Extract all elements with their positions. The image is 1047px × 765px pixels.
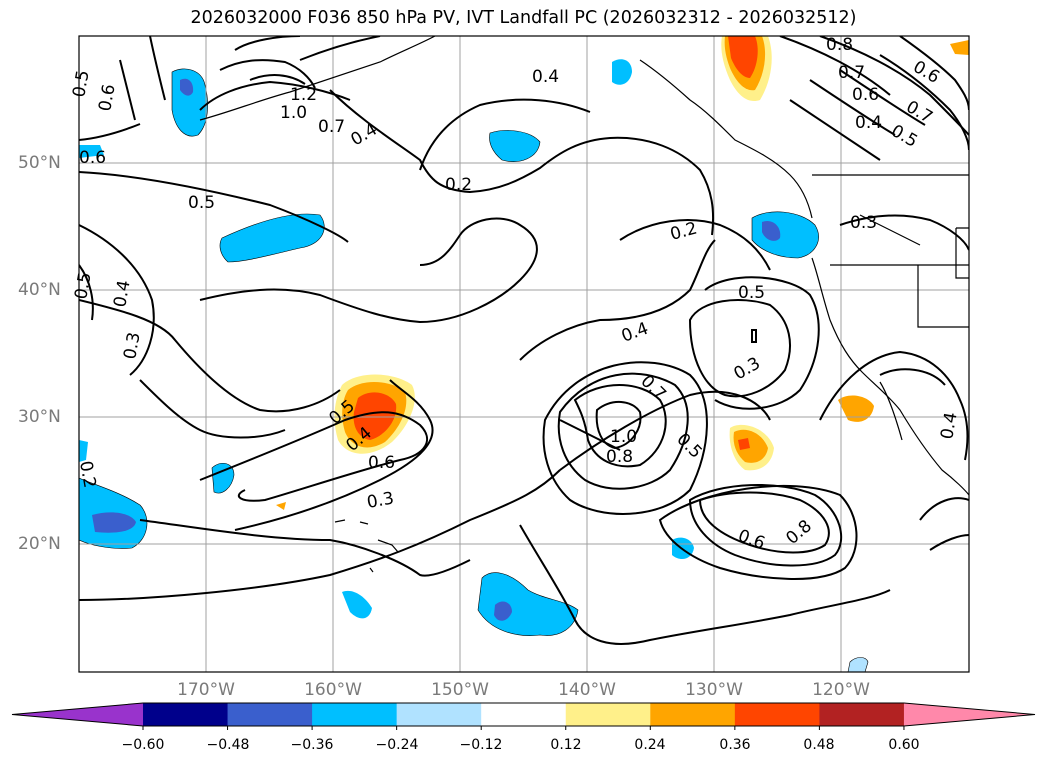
lon-label: 130°W — [685, 680, 743, 700]
colorbar-extend-low — [12, 703, 143, 726]
contour-label: 0.4 — [110, 279, 134, 309]
contour-label: 1.0 — [610, 427, 637, 447]
contour-label: 0.3 — [365, 489, 395, 513]
colorbar-tick-label: 0.24 — [634, 737, 666, 753]
lat-label: 20°N — [18, 534, 61, 554]
contour-label: 0.4 — [619, 319, 651, 347]
contour-label: 0.6 — [79, 148, 106, 168]
contour-label: 0.5 — [71, 271, 95, 301]
contour-label: 0.5 — [888, 121, 921, 152]
colorbar-segment — [396, 703, 482, 726]
lat-label: 40°N — [18, 280, 61, 300]
contour-label: 0.7 — [903, 97, 936, 128]
lon-label: 120°W — [812, 680, 870, 700]
contour-label: 0.2 — [668, 219, 699, 245]
contour-label: 0.5 — [188, 193, 215, 213]
colorbar-segment — [734, 703, 820, 726]
pv-contours — [79, 36, 969, 645]
colorbar-tick-label: −0.48 — [206, 737, 250, 753]
colorbar-segment — [650, 703, 736, 726]
lat-label: 50°N — [18, 153, 61, 173]
contour-label: 0.6 — [368, 453, 395, 473]
contour-label: 0.3 — [120, 331, 144, 361]
contour-label: 0.4 — [855, 113, 882, 133]
contour-label: 0.7 — [318, 117, 345, 137]
colorbar-segment — [819, 703, 905, 726]
coastlines — [199, 36, 969, 573]
map-frame — [78, 35, 970, 673]
shaded-anomalies — [79, 36, 969, 672]
colorbar-tick-label: −0.24 — [375, 737, 419, 753]
lat-label: 30°N — [18, 407, 61, 427]
contour-label: 0.6 — [852, 85, 879, 105]
lon-label: 150°W — [431, 680, 489, 700]
contour-label: 0.7 — [838, 63, 865, 83]
contour-label: 0.4 — [348, 119, 381, 150]
contour-label: 0.4 — [532, 67, 559, 87]
lon-label: 140°W — [558, 680, 616, 700]
colorbar-tick-label: 0.60 — [888, 737, 920, 753]
lon-label: 160°W — [304, 680, 362, 700]
contour-label: 0.8 — [826, 35, 853, 55]
contour-label: 0.3 — [850, 213, 877, 233]
colorbar-tick-label: −0.36 — [290, 737, 334, 753]
colorbar-tick-label: −0.60 — [121, 737, 165, 753]
colorbar-extend-high — [903, 703, 1035, 726]
contour-label: 1.0 — [280, 103, 307, 123]
contour-label: 0.5 — [69, 69, 93, 99]
colorbar-segment — [227, 703, 313, 726]
contour-label: 0.3 — [731, 353, 764, 384]
contour-label: 0.6 — [95, 83, 119, 113]
colorbar-tick-label: 0.48 — [803, 737, 835, 753]
contour-label: 0.6 — [735, 526, 767, 554]
colorbar-segment — [565, 703, 651, 726]
map-title: 2026032000 F036 850 hPa PV, IVT Landfall… — [190, 8, 857, 28]
colorbar-tick-label: −0.12 — [459, 737, 503, 753]
colorbar-segment — [481, 703, 567, 726]
colorbar-segment — [312, 703, 398, 726]
contour-label: 0.5 — [738, 283, 765, 303]
colorbar-segment — [143, 703, 229, 726]
lon-label: 170°W — [177, 680, 235, 700]
contour-label: 0.7 — [636, 371, 669, 404]
contour-label: 1.2 — [290, 85, 317, 105]
colorbar-tick-label: 0.12 — [550, 737, 582, 753]
contour-label: 0.4 — [937, 411, 961, 441]
contour-label: 0.2 — [445, 175, 472, 195]
colorbar-tick-label: 0.36 — [719, 737, 751, 753]
colorbar — [11, 702, 1036, 730]
contour-label: 0.8 — [606, 447, 633, 467]
